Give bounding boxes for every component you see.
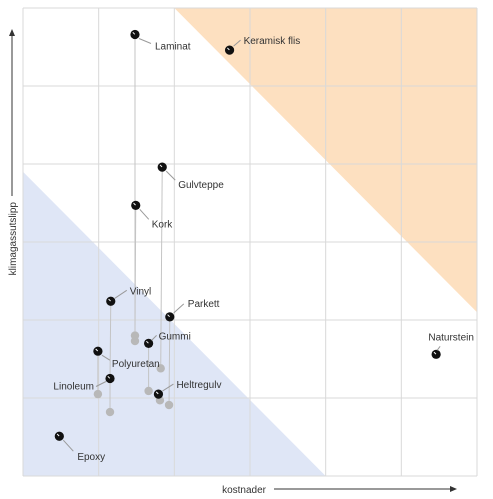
point-highlight (107, 375, 111, 379)
point-highlight (433, 351, 437, 355)
point-highlight (108, 298, 111, 302)
secondary-point (144, 386, 153, 396)
point-keramisk-flis (224, 45, 235, 55)
x-axis-arrowhead (450, 486, 457, 492)
points-layer (54, 29, 441, 441)
point-highlight (167, 314, 170, 318)
leader-line (151, 335, 157, 341)
point-highlight (95, 348, 99, 352)
point-label-polyuretan: Polyuretan (112, 359, 160, 370)
leader-line (138, 38, 152, 44)
point-linoleum (105, 373, 115, 384)
leader-line (95, 381, 107, 387)
point-highlight (56, 433, 60, 437)
point-label-heltregulv: Heltregulv (176, 380, 221, 391)
connector-line (160, 167, 163, 369)
point-heltregulv (153, 389, 164, 399)
point-label-epoxy: Epoxy (77, 452, 105, 463)
leader-line (101, 354, 111, 361)
connector-line (168, 316, 171, 406)
leader-line (139, 209, 150, 220)
point-laminat (130, 29, 140, 40)
y-axis-title: klimagassutslipp (8, 202, 19, 276)
y-axis: klimagassutslipp (8, 29, 19, 275)
leader-line (436, 346, 441, 351)
point-polyuretan (93, 346, 103, 356)
point-kork (131, 200, 141, 210)
leader-line (173, 303, 185, 314)
secondary-point (156, 364, 165, 373)
point-label-kork: Kork (152, 219, 174, 230)
point-naturstein (431, 349, 441, 359)
secondary-point (105, 407, 115, 417)
point-highlight (155, 391, 159, 395)
point-label-laminat: Laminat (155, 42, 191, 53)
x-axis: kostnader (222, 485, 457, 496)
leader-line (162, 383, 174, 392)
point-highlight (227, 47, 230, 51)
point-highlight (146, 340, 149, 344)
point-label-gummi: Gummi (159, 331, 191, 342)
point-label-linoleum: Linoleum (53, 382, 94, 393)
leader-line (165, 170, 176, 181)
y-axis-arrowhead (9, 29, 15, 36)
connector-line (134, 205, 137, 336)
secondary-points-layer (93, 331, 174, 417)
secondary-point (93, 389, 103, 399)
secondary-point (130, 336, 140, 346)
point-label-keramisk-flis: Keramisk flis (244, 36, 301, 47)
leader-line (62, 439, 74, 452)
connectors-layer (97, 34, 171, 413)
point-highlight (133, 202, 136, 206)
point-label-gulvteppe: Gulvteppe (178, 180, 224, 191)
point-highlight (132, 31, 136, 35)
connector-line (109, 301, 112, 379)
secondary-point (164, 400, 174, 410)
leader-line (233, 39, 241, 47)
point-parkett (165, 312, 175, 322)
x-axis-title: kostnader (222, 485, 267, 496)
grid-layer (22, 7, 478, 477)
point-label-naturstein: Naturstein (428, 332, 474, 343)
point-epoxy (54, 431, 64, 441)
leader-line (114, 289, 128, 299)
point-highlight (159, 164, 163, 168)
point-gulvteppe (157, 162, 167, 172)
point-label-parkett: Parkett (188, 299, 220, 310)
point-vinyl (106, 296, 116, 306)
point-label-vinyl: Vinyl (130, 286, 152, 297)
point-gummi (144, 338, 154, 348)
labels-layer: Laminat Keramisk flis Gulvteppe Kork Vinyl Pa… (53, 36, 474, 463)
